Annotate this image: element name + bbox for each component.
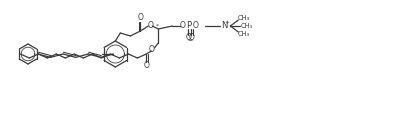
Text: *: * <box>156 24 159 29</box>
Text: CH₃: CH₃ <box>237 15 249 21</box>
Text: N: N <box>221 22 227 30</box>
Text: O: O <box>148 45 154 55</box>
Text: O: O <box>192 22 198 30</box>
Text: O: O <box>188 34 194 42</box>
Text: O: O <box>147 21 153 29</box>
Text: O: O <box>137 13 143 23</box>
Text: +: + <box>225 21 230 25</box>
Text: O: O <box>179 22 185 30</box>
Text: P: P <box>186 22 191 30</box>
Text: O: O <box>143 61 149 71</box>
Text: CH₃: CH₃ <box>237 31 249 37</box>
Text: O: O <box>185 34 191 42</box>
Text: −: − <box>188 38 193 42</box>
Text: CH₃: CH₃ <box>240 23 252 29</box>
